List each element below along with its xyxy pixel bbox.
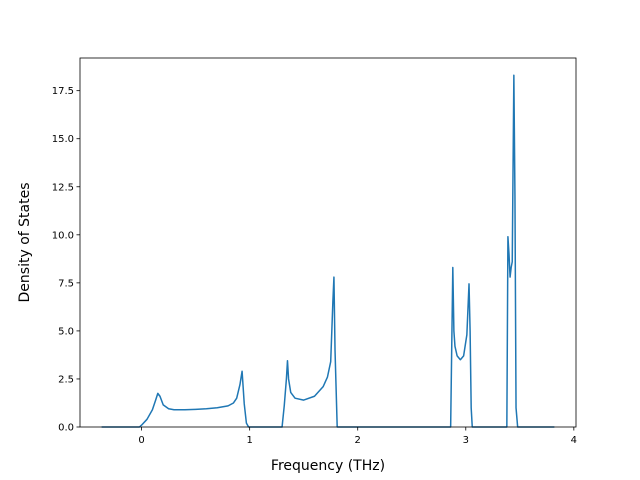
x-tick-label: 0 (138, 435, 144, 446)
y-tick-label: 2.5 (58, 374, 74, 385)
x-tick-label: 1 (246, 435, 252, 446)
x-tick-label: 3 (463, 435, 469, 446)
axes-frame (79, 57, 577, 428)
axes: 0 1 2 3 4 0.0 2.5 5.0 7.5 10.0 12.5 15.0 17.5 (52, 57, 577, 446)
y-tick-label: 15.0 (52, 134, 74, 145)
y-axis-label: Density of States (17, 183, 33, 303)
y-tick-label: 17.5 (52, 86, 74, 97)
y-tick-label: 12.5 (52, 182, 74, 193)
y-tick-label: 10.0 (52, 230, 74, 241)
y-tick-label: 7.5 (58, 278, 74, 289)
y-tick-label: 0.0 (58, 423, 74, 434)
x-axis-label: Frequency (THz) (271, 458, 385, 474)
y-tick-label: 5.0 (58, 326, 74, 337)
x-tick-label: 2 (355, 435, 361, 446)
x-tick-label: 4 (571, 435, 577, 446)
